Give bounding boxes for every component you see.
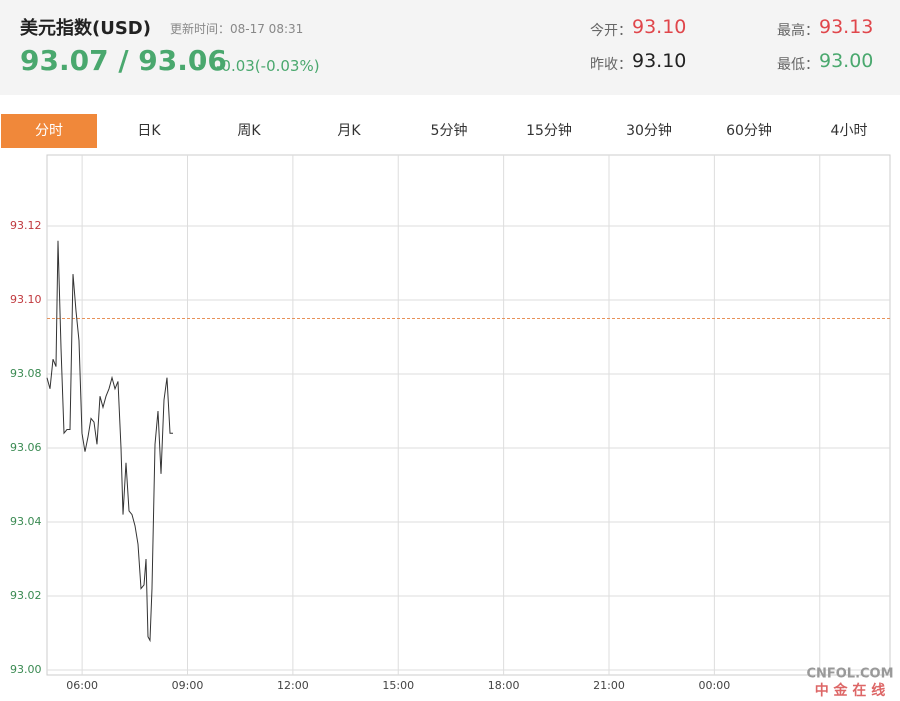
x-tick-label: 12:00: [277, 679, 309, 692]
tab[interactable]: 60分钟: [726, 123, 772, 139]
arrow: ↓: [195, 54, 208, 72]
tab[interactable]: 月K: [337, 123, 361, 139]
field-value: 93.00: [819, 50, 874, 72]
title: 美元指数(USD): [20, 18, 151, 39]
x-tick-label: 06:00: [66, 679, 98, 692]
x-tick-label: 15:00: [382, 679, 414, 692]
plot-frame: [46, 154, 891, 676]
tab[interactable]: 5分钟: [430, 123, 468, 139]
watermark: CNFOL.COM: [806, 667, 893, 682]
quote-header: 美元指数(USD) 更新时间：08-17 08:31 93.07 / 93.06…: [0, 0, 900, 95]
field-label: 昨收：: [590, 57, 632, 73]
price: 93.07 / 93.06: [20, 44, 227, 77]
field-value: 93.13: [819, 16, 874, 38]
field-value: 93.10: [632, 50, 687, 72]
y-tick-label: 93.04: [10, 515, 42, 528]
chart: 93.00 93.02 93.04 93.06 93.08 93.10 93.12 06:00…: [10, 154, 894, 699]
x-tick-label: 00:00: [699, 679, 731, 692]
tab[interactable]: 4小时: [830, 123, 868, 139]
y-tick-label: 93.10: [10, 293, 42, 306]
field-label: 最低：: [777, 57, 819, 73]
watermark: 中 金 在 线: [815, 682, 886, 699]
tab[interactable]: 周K: [237, 123, 261, 139]
update-time: 更新时间：08-17 08:31: [170, 22, 304, 36]
y-tick-label: 93.00: [10, 663, 42, 676]
y-tick-label: 93.08: [10, 367, 42, 380]
x-tick-label: 21:00: [593, 679, 625, 692]
y-tick-label: 93.02: [10, 589, 42, 602]
tab[interactable]: 日K: [137, 123, 161, 139]
tab[interactable]: 分时: [1, 114, 97, 148]
y-tick-label: 93.06: [10, 441, 42, 454]
price-line: [46, 240, 173, 643]
field-value: 93.10: [632, 16, 687, 38]
tab[interactable]: 30分钟: [626, 123, 672, 139]
change: -0.03(-0.03%): [216, 57, 320, 75]
x-tick-label: 18:00: [488, 679, 520, 692]
tab-bar: 分时 日K 周K 月K 5分钟 15分钟 30分钟 60分钟 4小时: [0, 114, 900, 148]
field-label: 今开：: [590, 23, 632, 39]
field-label: 最高：: [777, 23, 819, 39]
tab[interactable]: 15分钟: [526, 123, 572, 139]
y-tick-label: 93.12: [10, 219, 42, 232]
x-tick-label: 09:00: [172, 679, 204, 692]
